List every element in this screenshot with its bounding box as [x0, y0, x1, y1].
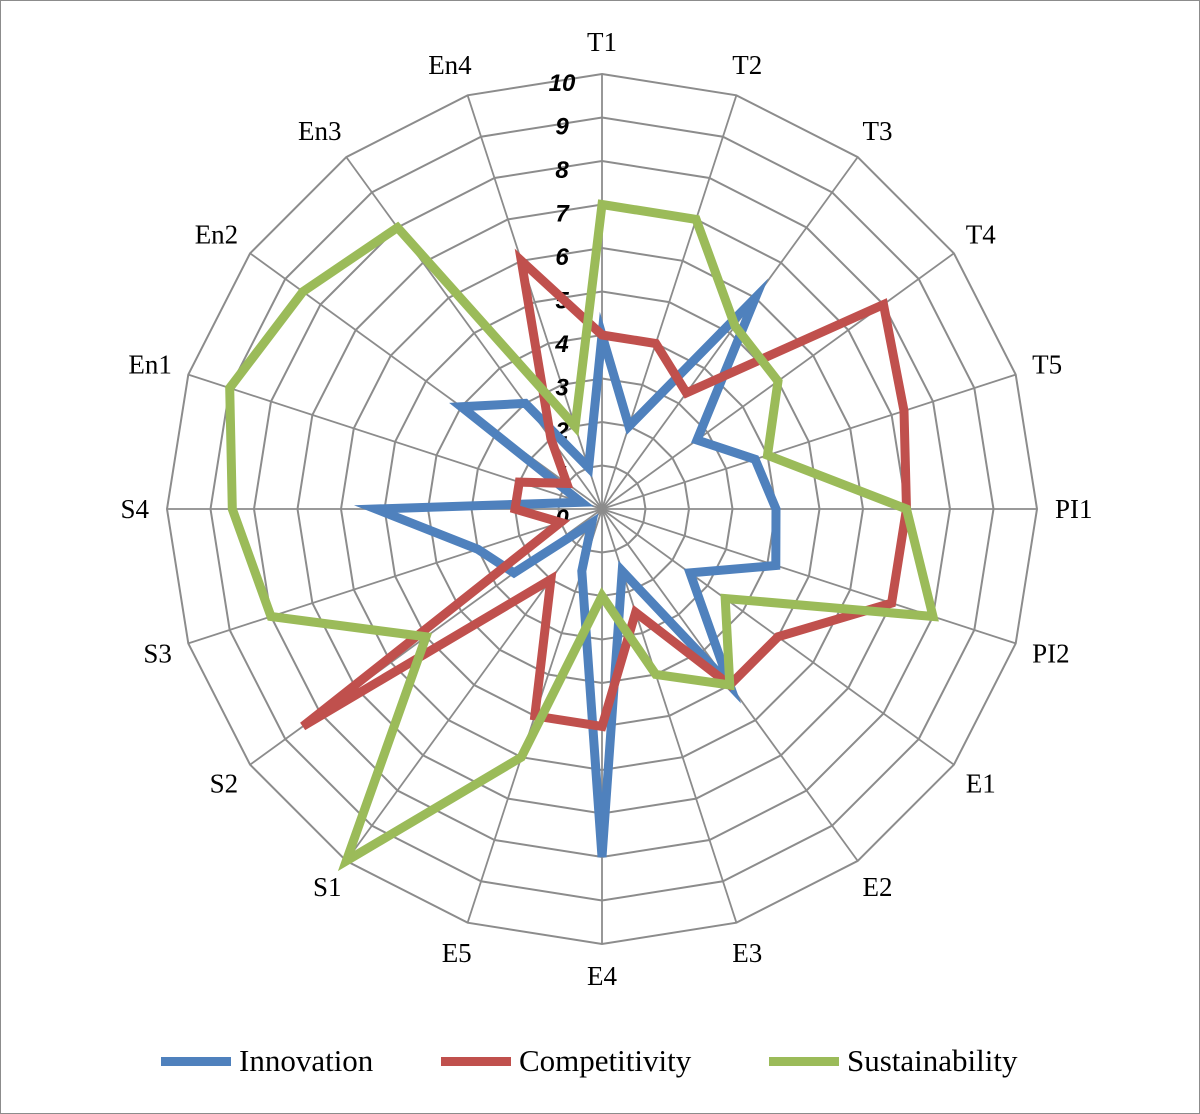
tick-label: 9 — [555, 114, 569, 141]
category-label-E1: E1 — [966, 769, 996, 799]
category-label-T1: T1 — [587, 27, 617, 57]
spoke-S1 — [345, 508, 603, 862]
legend-label: Sustainability — [847, 1043, 1018, 1078]
category-labels: T1 T2 T3 T4 T5 PI1 PI2 E1 E2 E3 E4 E5 S1 S2 S3 S4 En1 En2… — [120, 27, 1092, 991]
spoke-S3 — [188, 508, 603, 645]
category-label-T4: T4 — [966, 220, 996, 250]
category-label-T2: T2 — [732, 50, 762, 80]
category-label-E5: E5 — [442, 938, 472, 968]
category-label-E3: E3 — [732, 938, 762, 968]
legend-item-innovation: Innovation — [161, 1031, 373, 1091]
category-label-PI1: PI1 — [1055, 494, 1093, 524]
category-label-S1: S1 — [313, 872, 342, 902]
series-lines — [225, 199, 939, 872]
category-label-En4: En4 — [428, 50, 472, 80]
tick-label: 7 — [555, 201, 570, 228]
legend-label: Innovation — [239, 1043, 374, 1078]
category-label-E2: E2 — [863, 872, 893, 902]
spoke-PI2 — [601, 508, 1016, 645]
series-line-competitivity — [300, 248, 912, 732]
legend-item-competitivity: Competitivity — [441, 1031, 691, 1091]
category-label-PI2: PI2 — [1032, 638, 1070, 668]
category-label-En2: En2 — [195, 220, 239, 250]
spoke-T5 — [601, 373, 1016, 510]
category-label-T3: T3 — [863, 116, 893, 146]
series-line-sustainability — [225, 199, 939, 872]
category-label-E4: E4 — [587, 961, 617, 991]
tick-label: 6 — [555, 244, 569, 271]
category-label-En3: En3 — [298, 116, 342, 146]
legend-swatch — [769, 1056, 839, 1066]
spoke-T2 — [601, 95, 738, 510]
legend-item-sustainability: Sustainability — [769, 1031, 1018, 1091]
legend-swatch — [441, 1056, 511, 1066]
category-label-T5: T5 — [1032, 350, 1062, 380]
legend: Innovation Competitivity Sustainability — [1, 1031, 1200, 1091]
spoke-T3 — [601, 156, 859, 510]
spoke-En4 — [466, 95, 603, 510]
category-label-S4: S4 — [120, 494, 149, 524]
tick-label: 4 — [554, 331, 568, 358]
category-label-S3: S3 — [143, 638, 172, 668]
category-label-S2: S2 — [210, 769, 239, 799]
legend-label: Competitivity — [519, 1043, 692, 1078]
tick-label: 8 — [555, 157, 569, 184]
category-label-En1: En1 — [128, 350, 172, 380]
series-line-innovation — [353, 278, 781, 858]
tick-label: 3 — [555, 375, 569, 402]
tick-label: 10 — [549, 70, 576, 97]
legend-swatch — [161, 1056, 231, 1066]
